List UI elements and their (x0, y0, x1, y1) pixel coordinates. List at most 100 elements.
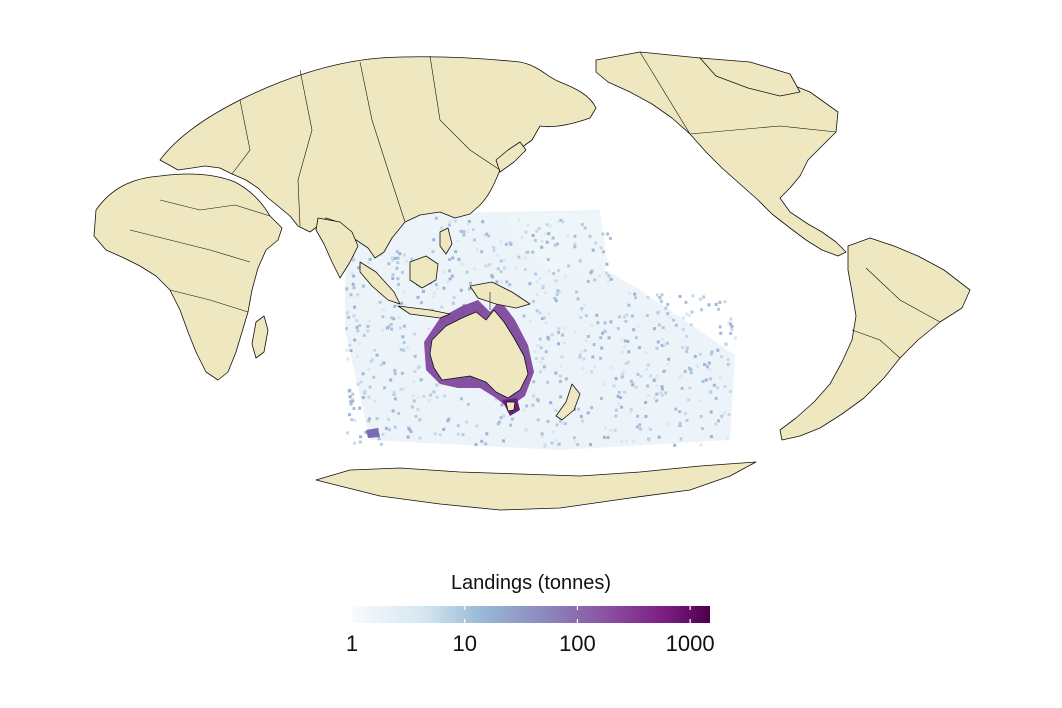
landings-cell (586, 280, 590, 283)
landings-cell (366, 324, 370, 328)
landings-cell (485, 232, 489, 236)
landings-cell (630, 314, 634, 318)
landings-cell (700, 308, 703, 312)
landings-cell (719, 331, 723, 335)
landings-cell (348, 395, 352, 399)
landings-cell (466, 222, 470, 226)
landings-cell (541, 357, 545, 360)
landings-cell (528, 282, 532, 286)
landings-cell (373, 348, 377, 352)
landings-cell (392, 317, 396, 321)
landings-cell (348, 413, 351, 417)
landings-cell (563, 275, 567, 279)
landings-cell (349, 293, 353, 297)
landings-cell (561, 220, 565, 224)
landings-cell (714, 302, 718, 306)
landings-cell (387, 428, 391, 432)
landings-cell (510, 417, 514, 421)
landings-cell (542, 365, 546, 369)
landings-cell (377, 437, 381, 441)
landings-cell (499, 416, 503, 420)
landings-cell (406, 345, 409, 349)
landings-cell (646, 363, 650, 367)
landings-cell (655, 384, 659, 388)
land-java (397, 305, 451, 319)
landings-cell (606, 436, 610, 439)
landings-cell (623, 315, 627, 319)
landings-cell (684, 300, 688, 304)
landings-cell (563, 422, 567, 425)
landings-cell (678, 295, 682, 298)
landings-cell (535, 229, 539, 233)
landings-cell (561, 333, 565, 337)
landings-cell (580, 349, 584, 353)
landings-cell (626, 360, 630, 364)
landings-cell (638, 423, 642, 427)
landings-cell (578, 355, 582, 359)
landings-cell (557, 330, 561, 334)
landings-cell (659, 391, 663, 395)
landings-cell (734, 336, 737, 340)
landings-cell (351, 392, 355, 396)
landings-cell (605, 262, 609, 266)
landings-cell (357, 266, 361, 270)
landings-cell (416, 396, 420, 399)
landings-cell (391, 258, 395, 262)
landings-cell (514, 266, 518, 270)
landings-cell (647, 426, 651, 430)
landings-cell (602, 328, 606, 331)
landings-cell (540, 432, 544, 436)
landings-cell (413, 370, 417, 373)
landings-cell (714, 422, 718, 426)
legend-tick-label: 1 (346, 631, 358, 656)
landings-cell (616, 394, 620, 398)
landings-cell (590, 370, 594, 374)
land-africa (93, 173, 283, 381)
landings-cell (542, 316, 546, 320)
landings-cell (432, 238, 436, 242)
landings-cell (397, 282, 401, 286)
landings-cell (396, 256, 400, 260)
landings-cell (699, 352, 702, 356)
landings-cell (553, 243, 557, 247)
landings-cell (609, 277, 613, 281)
landings-cell (709, 377, 712, 381)
landings-cell (727, 413, 731, 416)
landings-cell (526, 250, 530, 254)
landings-cell (387, 324, 391, 328)
landings-cell (623, 391, 626, 394)
landings-cell (626, 339, 630, 343)
landings-indian-ocean-region (345, 210, 735, 450)
landings-cell (499, 240, 503, 244)
landings-cell (384, 426, 388, 430)
landings-cell (579, 316, 583, 320)
landings-cell (412, 332, 416, 336)
landings-cell (396, 277, 400, 281)
landings-cell (547, 269, 551, 273)
landings-cell (637, 346, 641, 350)
landings-cell (702, 295, 706, 299)
landings-cell (598, 274, 601, 278)
land-madagascar (251, 315, 269, 359)
landings-cell (435, 395, 439, 399)
landings-cell (546, 258, 550, 261)
landings-cell (359, 435, 363, 439)
landings-cell (429, 282, 433, 285)
landings-cell (345, 348, 349, 352)
landings-cell (534, 272, 538, 276)
landings-cell (716, 348, 720, 352)
landings-cell (520, 235, 524, 239)
landings-cell (624, 319, 628, 323)
landings-cell (531, 250, 535, 254)
landings-cell (382, 361, 386, 365)
landings-cell (636, 372, 640, 376)
landings-cell (431, 250, 435, 254)
landings-cell (345, 431, 349, 435)
landings-cell (601, 232, 605, 236)
landings-cell (522, 408, 526, 412)
landings-cell (624, 362, 628, 365)
landings-cell (523, 428, 527, 432)
landings-cell (646, 295, 650, 299)
landings-cell (589, 443, 593, 446)
landings-cell (448, 223, 451, 227)
